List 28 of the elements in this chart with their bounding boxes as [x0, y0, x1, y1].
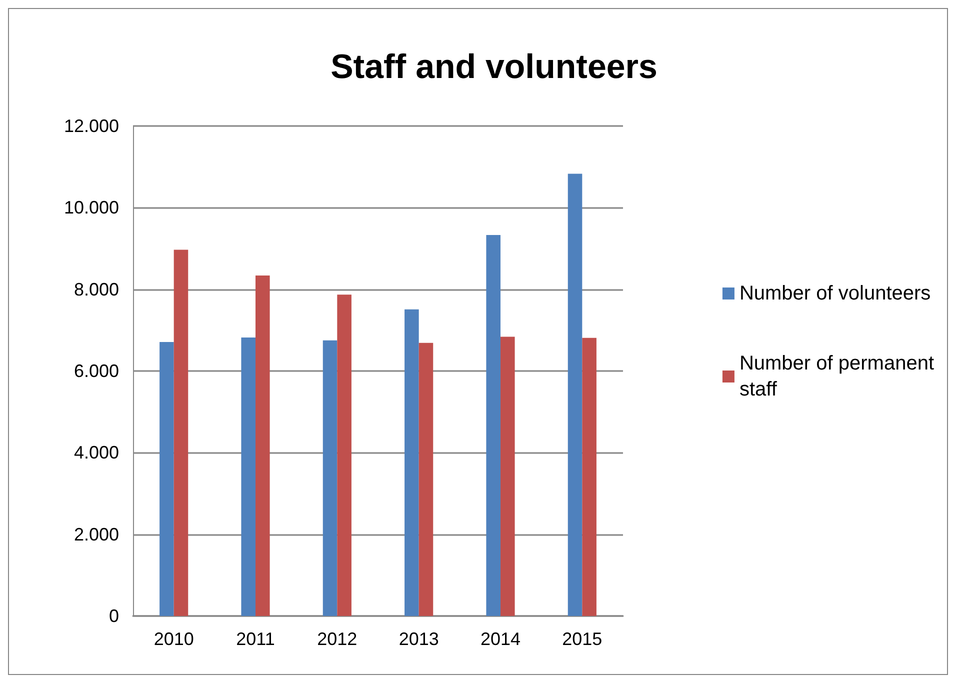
bar: [322, 340, 338, 616]
x-tick-label: 2012: [317, 629, 358, 649]
bar: [404, 309, 419, 616]
x-tick-label: 2010: [154, 629, 194, 649]
y-tick-label: 6.000: [74, 361, 119, 381]
bar: [256, 275, 270, 616]
y-tick-label: 8.000: [74, 279, 119, 300]
bar: [418, 342, 434, 616]
x-tick-label: 2011: [236, 629, 275, 649]
y-tick-label: 12.000: [64, 116, 119, 136]
legend-label: Number of permanent staff: [739, 352, 934, 400]
x-tick-label: 2015: [562, 629, 602, 649]
bar: [241, 338, 256, 616]
y-tick-label: 10.000: [64, 198, 119, 218]
y-tick-label: 2.000: [74, 524, 119, 544]
bar: [582, 338, 596, 616]
bar: [500, 336, 515, 616]
y-tick-label: 0: [108, 606, 119, 626]
bar: [160, 342, 174, 616]
bar: [486, 235, 500, 616]
bar: [174, 250, 188, 616]
chart-title: Staff and volunteers: [330, 48, 658, 86]
x-tick-label: 2014: [480, 629, 521, 649]
legend-label: Number of volunteers: [739, 282, 931, 304]
y-tick-label: 4.000: [74, 442, 119, 463]
bar: [337, 294, 352, 616]
bar: [568, 174, 582, 616]
x-tick-label: 2013: [398, 629, 439, 649]
